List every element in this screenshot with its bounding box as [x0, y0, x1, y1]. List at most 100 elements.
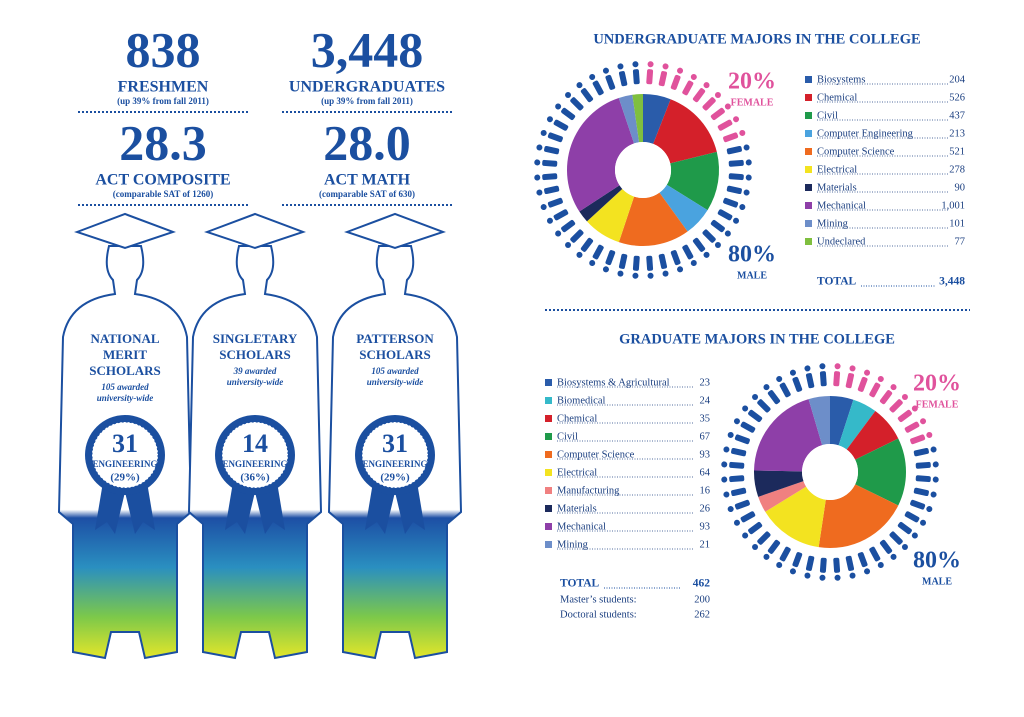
person-icon	[602, 250, 616, 273]
person-icon	[776, 546, 791, 569]
person-head	[724, 103, 731, 110]
person-icon	[721, 461, 745, 469]
person-head	[752, 543, 759, 550]
total-value: 462	[693, 578, 711, 590]
person-icon	[726, 144, 750, 155]
person-body	[792, 376, 803, 392]
person-body	[779, 546, 791, 562]
person-body	[869, 382, 881, 398]
person-head	[733, 116, 740, 123]
person-body	[580, 88, 594, 103]
person-icon	[789, 552, 803, 575]
person-head	[901, 543, 908, 550]
legend-swatch	[545, 523, 552, 530]
person-body	[632, 69, 640, 85]
person-body	[734, 499, 750, 510]
person-head	[536, 189, 543, 196]
person-body	[618, 253, 628, 269]
person-icon	[728, 159, 752, 167]
person-icon	[632, 255, 640, 279]
person-head	[617, 270, 624, 277]
pie-slice	[653, 99, 717, 164]
person-icon	[682, 244, 697, 267]
person-head	[864, 369, 871, 376]
person-body	[592, 244, 604, 260]
legend-label: Biosystems & Agricultural	[557, 377, 670, 388]
person-icon	[804, 555, 815, 579]
pie-slice	[579, 185, 623, 222]
person-head	[546, 217, 553, 224]
person-body	[910, 434, 926, 445]
person-body	[702, 229, 716, 243]
badge-unit: ENGINEERING	[222, 459, 287, 469]
breakdown-label: Master’s students:	[560, 594, 637, 605]
person-body	[805, 373, 815, 389]
person-icon	[589, 73, 604, 96]
person-icon	[565, 229, 584, 248]
person-icon	[658, 63, 669, 87]
person-head	[647, 61, 654, 68]
person-body	[833, 371, 841, 387]
legend-label: Computer Engineering	[817, 128, 914, 139]
person-icon	[727, 499, 750, 513]
person-icon	[726, 185, 750, 196]
person-head	[742, 532, 749, 539]
person-icon	[717, 209, 740, 224]
badge	[91, 421, 159, 489]
female-value: 20%	[913, 371, 961, 397]
stat-label: ACT MATH	[324, 172, 411, 189]
legend-value: 1,001	[941, 200, 965, 211]
person-body	[717, 119, 733, 131]
person-head	[926, 431, 933, 438]
person-icon	[717, 116, 740, 131]
person-icon	[869, 546, 884, 569]
person-body	[889, 531, 903, 545]
legend-value: 90	[955, 182, 966, 193]
person-head	[576, 251, 583, 258]
person-body	[897, 521, 912, 535]
person-icon	[845, 555, 856, 579]
person-body	[570, 97, 584, 111]
person-icon	[789, 369, 803, 392]
person-head	[804, 365, 811, 372]
person-icon	[776, 375, 791, 398]
male-value: 80%	[728, 242, 776, 268]
legend-label: Chemical	[557, 413, 597, 424]
person-body	[879, 539, 893, 554]
person-head	[724, 230, 731, 237]
person-head	[932, 461, 939, 468]
legend-value: 213	[949, 128, 965, 139]
legend-label: Chemical	[817, 92, 857, 103]
person-head	[727, 431, 734, 438]
person-icon	[910, 431, 933, 445]
person-body	[757, 531, 771, 545]
person-body	[605, 250, 616, 266]
scholar-note: 105 awarded	[371, 366, 419, 376]
person-body	[845, 555, 855, 571]
legend-swatch	[545, 541, 552, 548]
legend-label: Undeclared	[817, 236, 866, 247]
legend-value: 64	[700, 467, 711, 478]
person-icon	[576, 237, 594, 258]
stat-number: 28.0	[323, 114, 411, 170]
person-body	[767, 390, 781, 405]
badge-share: (36%)	[240, 472, 270, 484]
person-head	[834, 363, 841, 370]
person-head	[911, 405, 918, 412]
person-head	[752, 394, 759, 401]
person-head	[721, 476, 728, 483]
person-head	[714, 241, 721, 248]
person-icon	[534, 159, 558, 167]
person-head	[745, 174, 752, 181]
pie-slice	[855, 438, 906, 506]
person-icon	[617, 63, 628, 87]
badge-count: 14	[242, 429, 268, 458]
legend-swatch	[805, 76, 812, 83]
legend-label: Manufacturing	[557, 485, 620, 496]
person-head	[714, 92, 721, 99]
person-icon	[869, 375, 884, 398]
person-head	[804, 572, 811, 579]
legend-label: Mining	[817, 218, 849, 229]
person-body	[717, 209, 733, 221]
person-head	[703, 251, 710, 258]
